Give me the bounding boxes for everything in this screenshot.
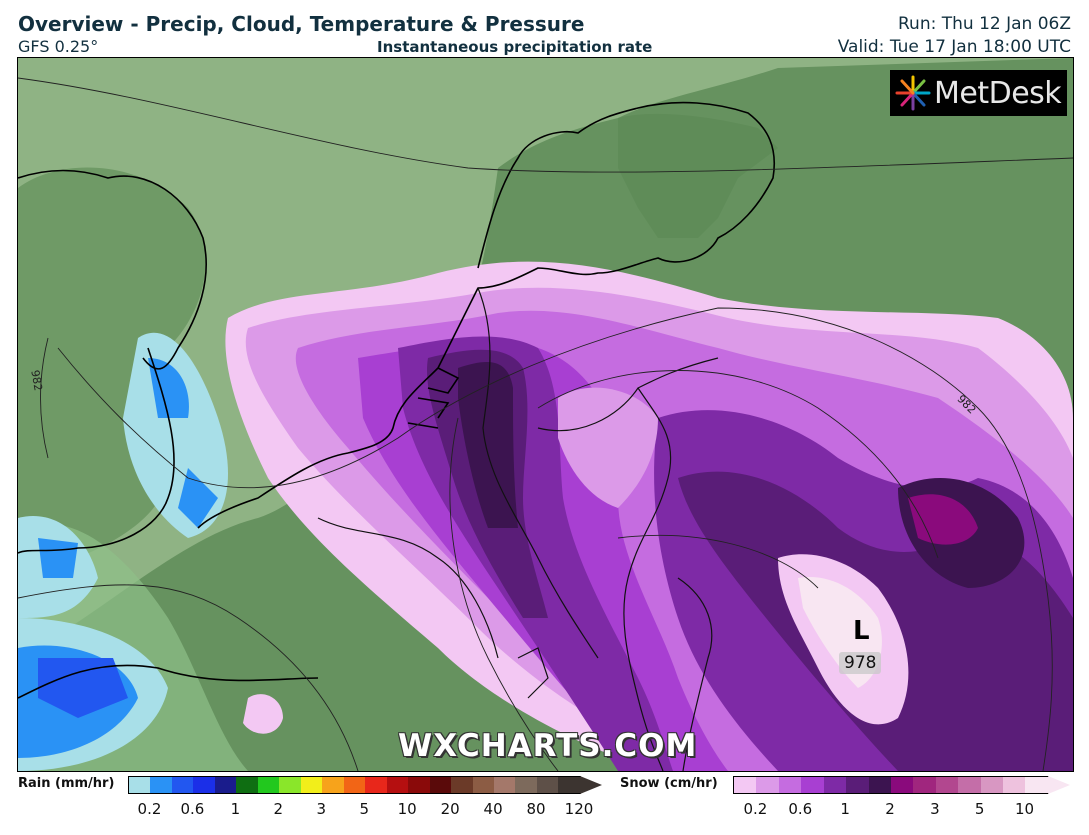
low-pressure-value: 978 xyxy=(839,652,882,674)
rain-colorbar xyxy=(128,776,581,794)
colorbar-swatch xyxy=(958,777,981,793)
colorbar-swatch xyxy=(408,777,430,793)
colorbar-swatch xyxy=(1003,777,1026,793)
colorbar-swatch xyxy=(472,777,494,793)
colorbar-tick-label: 10 xyxy=(1015,800,1035,818)
metdesk-starburst-icon xyxy=(895,75,931,111)
colorbar-swatch xyxy=(846,777,869,793)
colorbar-tick-label: 0.2 xyxy=(137,800,162,818)
chart-title: Overview - Precip, Cloud, Temperature & … xyxy=(18,12,585,36)
colorbar-tick-label: 3 xyxy=(930,800,940,818)
colorbar-swatch xyxy=(493,777,516,793)
map-canvas xyxy=(18,58,1073,771)
colorbar-swatch xyxy=(214,777,237,793)
colorbar-tick-label: 0.6 xyxy=(788,800,813,818)
colorbar-swatch xyxy=(536,777,559,793)
colorbar-tick-label: 120 xyxy=(564,800,594,818)
colorbar-swatch xyxy=(778,777,802,793)
colorbar-tick-label: 3 xyxy=(316,800,327,818)
colorbar-tick-label: 2 xyxy=(885,800,895,818)
rain-colorbar-arrow xyxy=(580,776,602,794)
valid-time: Valid: Tue 17 Jan 18:00 UTC xyxy=(837,37,1071,57)
low-pressure-symbol: L xyxy=(853,616,870,646)
weather-map[interactable]: MetDesk 982 982 L 978 WXCHARTS.COM xyxy=(17,57,1074,772)
colorbar-tick-label: 1 xyxy=(840,800,850,818)
colorbar-swatch xyxy=(935,777,959,793)
logo-text: MetDesk xyxy=(934,75,1062,111)
colorbar-swatch xyxy=(129,777,151,793)
colorbar-tick-label: 1 xyxy=(230,800,241,818)
colorbar-tick-label: 20 xyxy=(440,800,460,818)
colorbar-swatch xyxy=(236,777,258,793)
colorbar-swatch xyxy=(365,777,387,793)
coastlines xyxy=(18,101,775,699)
colorbar-swatch xyxy=(343,777,366,793)
watermark: WXCHARTS.COM xyxy=(398,728,698,764)
colorbar-tick-label: 0.6 xyxy=(180,800,205,818)
colorbar-swatch xyxy=(150,777,172,793)
colorbar-swatch xyxy=(913,777,936,793)
colorbar-tick-label: 80 xyxy=(526,800,546,818)
colorbar-swatch xyxy=(823,777,847,793)
snow-areas xyxy=(225,261,1073,771)
colorbar-swatch xyxy=(257,777,280,793)
colorbar-tick-label: 10 xyxy=(397,800,417,818)
colorbar-swatch xyxy=(558,777,580,793)
colorbar-swatch xyxy=(868,777,891,793)
chart-subtitle: Instantaneous precipitation rate xyxy=(377,38,653,56)
land-denmark xyxy=(618,113,778,238)
snow-legend-title: Snow (cm/hr) xyxy=(620,776,718,791)
colorbar-swatch xyxy=(515,777,537,793)
metdesk-logo[interactable]: MetDesk xyxy=(890,70,1067,116)
rain-legend-title: Rain (mm/hr) xyxy=(18,776,115,791)
snow-colorbar xyxy=(733,776,1049,794)
snow-colorbar-arrow xyxy=(1048,776,1070,794)
colorbar-swatch xyxy=(171,777,194,793)
isobars xyxy=(18,77,1073,771)
model-label: GFS 0.25° xyxy=(18,37,99,56)
colorbar-swatch xyxy=(734,777,757,793)
country-borders xyxy=(317,287,719,771)
colorbar-swatch xyxy=(279,777,301,793)
colorbar-swatch xyxy=(1025,777,1048,793)
colorbar-swatch xyxy=(980,777,1004,793)
colorbar-tick-label: 40 xyxy=(483,800,503,818)
colorbar-swatch xyxy=(322,777,344,793)
colorbar-swatch xyxy=(300,777,323,793)
colorbar-tick-label: 5 xyxy=(974,800,985,818)
colorbar-swatch xyxy=(756,777,779,793)
colorbar-swatch xyxy=(801,777,824,793)
run-time: Run: Thu 12 Jan 06Z xyxy=(898,14,1071,34)
colorbar-swatch xyxy=(429,777,452,793)
colorbar-tick-label: 2 xyxy=(273,800,284,818)
colorbar-swatch xyxy=(386,777,409,793)
colorbar-swatch xyxy=(451,777,473,793)
colorbar-tick-label: 0.2 xyxy=(743,800,768,818)
colorbar-swatch xyxy=(890,777,914,793)
rain-areas xyxy=(18,332,943,771)
colorbar-swatch xyxy=(193,777,215,793)
colorbar-tick-label: 5 xyxy=(359,800,370,818)
